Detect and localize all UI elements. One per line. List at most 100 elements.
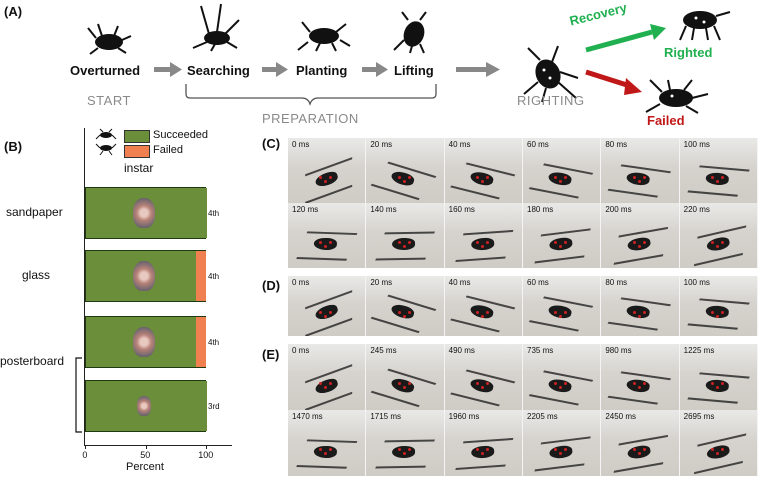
panel-e-marking-2-1 — [480, 386, 484, 390]
panel-d-marking-0-1 — [324, 314, 328, 318]
panel-e-marking-10-0 — [632, 448, 636, 452]
panel-c-marking-9-1 — [559, 244, 563, 248]
legend-failed-label: Failed — [153, 144, 183, 156]
panel-e-marking-10-2 — [642, 448, 646, 452]
x-tick-mark-0 — [85, 445, 86, 449]
panel-d-frame-0: 0 ms — [288, 276, 367, 336]
category-label-0: sandpaper — [6, 205, 63, 219]
panel-e-marking-6-1 — [324, 452, 328, 456]
legend-succeeded-label: Succeeded — [153, 129, 209, 141]
panel-e-marking-7-0 — [397, 448, 401, 452]
failed-arrow-head — [624, 78, 642, 95]
panel-d-time-label-4: 80 ms — [605, 278, 628, 287]
panel-d-time-label-0: 0 ms — [292, 278, 310, 287]
panel-d-frame-2: 40 ms — [444, 276, 523, 336]
panel-e-frames: 0 ms 245 ms 490 ms 735 ms 980 ms 1225 ms 1470 … — [288, 344, 758, 476]
panel-c-time-label-4: 80 ms — [605, 140, 628, 149]
panel-c-time-label-2: 40 ms — [448, 140, 471, 149]
panel-e-marking-0-1 — [324, 386, 328, 390]
panel-d-time-label-3: 60 ms — [527, 278, 549, 287]
posterboard-bracket — [75, 357, 82, 433]
panel-e-frame-3: 735 ms — [523, 344, 602, 410]
panel-b-label: (B) — [4, 139, 23, 154]
panel-e-time-label-8: 1960 ms — [448, 412, 480, 421]
panel-c-marking-0-1 — [324, 179, 328, 183]
panel-e-marking-0-2 — [329, 382, 333, 386]
arrow-head-3 — [376, 62, 388, 77]
panel-e-frame-6: 1470 ms — [288, 410, 367, 476]
failed-label: Failed — [647, 113, 685, 128]
panel-e-time-label-4: 980 ms — [605, 346, 632, 355]
bar-failed-2 — [196, 317, 206, 367]
panel-e-time-label-2: 490 ms — [448, 346, 475, 355]
panel-e-marking-11-2 — [720, 448, 724, 452]
panel-c-label: (C) — [262, 136, 281, 151]
panel-e-time-label-3: 735 ms — [527, 346, 554, 355]
panel-e-marking-9-2 — [564, 448, 568, 452]
panel-e-insect-image-9 — [527, 430, 595, 468]
panel-c-marking-5-2 — [720, 175, 724, 179]
panel-d-marking-5-0 — [710, 310, 714, 314]
panel-e-time-label-7: 1715 ms — [370, 412, 402, 421]
panel-e-insect-image-3 — [527, 362, 597, 404]
instar-label-2: 4th — [208, 338, 220, 347]
panel-e-insect-image-0 — [291, 358, 363, 409]
overturned-insect-image — [87, 23, 132, 55]
panel-c-time-label-9: 180 ms — [527, 205, 554, 214]
panel-c-frame-6: 120 ms — [288, 203, 367, 268]
panel-c-insect-image-6 — [293, 225, 359, 257]
panel-c-frame-9: 180 ms — [523, 203, 602, 268]
panel-c-marking-1-1 — [402, 179, 406, 183]
panel-c-marking-3-1 — [559, 179, 563, 183]
righting-insect-image — [523, 45, 579, 103]
panel-c-time-label-5: 100 ms — [683, 140, 710, 149]
x-tick-label-1: 50 — [140, 450, 151, 460]
righted-label: Righted — [664, 45, 713, 60]
panel-e-marking-5-2 — [720, 382, 724, 386]
panel-c-frame-11: 220 ms — [679, 203, 758, 268]
panel-e-insect-image-8 — [450, 432, 517, 466]
panel-d-insect-image-4 — [606, 290, 675, 329]
nymph-image-3 — [137, 396, 152, 416]
panel-c-marking-8-0 — [475, 240, 479, 244]
panel-d-insect-image-0 — [291, 284, 363, 335]
panel-c-marking-5-1 — [715, 179, 719, 183]
panel-d-insect-image-1 — [369, 285, 440, 333]
arrow-head-1 — [170, 62, 182, 77]
panel-c-marking-3-0 — [554, 175, 558, 179]
panel-e-insect-image-6 — [293, 433, 359, 465]
panel-e-insect-image-5 — [684, 365, 752, 401]
panel-e-marking-5-1 — [715, 386, 719, 390]
panel-e-marking-11-1 — [715, 452, 719, 456]
panel-c-marking-2-1 — [480, 179, 484, 183]
panel-d-marking-1-0 — [397, 310, 401, 314]
bar-row-3 — [85, 380, 207, 432]
legend-failed-swatch — [124, 145, 150, 158]
panel-d-frame-4: 80 ms — [601, 276, 680, 336]
panel-d-insect-image-2 — [448, 287, 519, 332]
panel-c-marking-9-2 — [564, 240, 568, 244]
panel-c-marking-7-2 — [407, 240, 411, 244]
panel-c-marking-11-2 — [720, 240, 724, 244]
panel-e-marking-3-1 — [559, 386, 563, 390]
panel-c-frame-10: 200 ms — [601, 203, 680, 268]
panel-e-frame-7: 1715 ms — [366, 410, 445, 476]
x-axis-label: Percent — [126, 461, 164, 473]
panel-c-marking-10-0 — [632, 240, 636, 244]
panel-c-frame-2: 40 ms — [444, 138, 523, 203]
panel-e-frame-4: 980 ms — [601, 344, 680, 410]
recovery-arrow — [585, 29, 653, 53]
panel-c-marking-9-0 — [554, 240, 558, 244]
searching-insect-image — [192, 3, 240, 52]
arrow-planting-to-lifting — [362, 67, 378, 72]
panel-d-frame-1: 20 ms — [366, 276, 445, 336]
panel-e-marking-0-0 — [319, 382, 323, 386]
panel-e-marking-6-0 — [319, 448, 323, 452]
arrow-head-4 — [486, 62, 500, 77]
panel-d-marking-3-0 — [554, 310, 558, 314]
panel-e-frame-5: 1225 ms — [679, 344, 758, 410]
lifting-insect-image — [393, 11, 427, 54]
panel-e-marking-1-0 — [397, 382, 401, 386]
panel-e-marking-9-1 — [559, 452, 563, 456]
legend-succeeded-swatch — [124, 130, 150, 143]
